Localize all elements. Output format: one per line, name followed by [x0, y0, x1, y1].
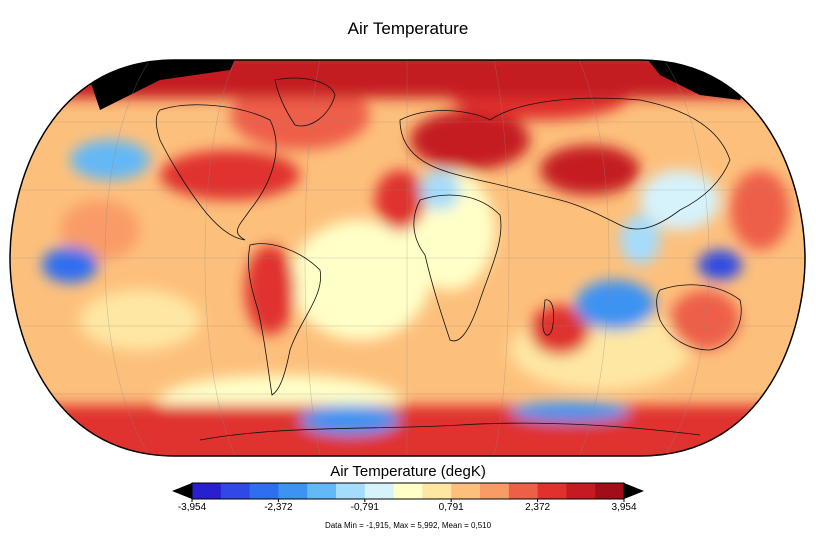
- field-band-antarctic: [10, 405, 805, 456]
- temperature-field: [10, 60, 805, 456]
- colorbar-tick-label: 2,372: [525, 502, 551, 513]
- colorbar-tick-label: -0,791: [350, 502, 379, 513]
- colorbar-bin: [393, 483, 423, 499]
- colorbar-bin: [364, 483, 395, 499]
- coast-madagascar: [542, 299, 554, 336]
- map-title: Air Temperature: [347, 19, 469, 38]
- field-patch-samerica-red: [245, 245, 295, 335]
- field-patch-npacific-red: [730, 170, 790, 250]
- colorbar-bin: [508, 483, 539, 499]
- field-patch-australia-red: [670, 290, 740, 350]
- field-patch-china-light: [640, 170, 720, 230]
- coast-australia: [656, 284, 742, 351]
- field-patch-indian-blue: [575, 280, 655, 330]
- field-patch-madagascar-red: [530, 305, 590, 355]
- colorbar-bins: [192, 483, 625, 499]
- data-stats: Data Min = -1,915, Max = 5,992, Mean = 0…: [324, 521, 492, 530]
- coast-eurasia: [399, 97, 731, 230]
- field-patch-epacific-orange: [60, 200, 140, 260]
- field-patch-india-blue: [620, 215, 660, 265]
- colorbar-bin: [220, 483, 251, 499]
- colorbar-ticks: [191, 499, 625, 502]
- coast-antarctica: [199, 422, 701, 441]
- field-patch-pacific-light: [80, 290, 200, 350]
- colorbar-bin: [566, 483, 596, 499]
- colorbar-tick-label: -2,372: [264, 502, 293, 513]
- field-patch-atlantic-light: [290, 220, 430, 340]
- colorbar-bin: [307, 483, 337, 499]
- coast-south-america: [248, 243, 322, 396]
- field-patch-maritime-blue: [698, 250, 742, 280]
- colorbar-bin: [249, 483, 279, 499]
- colorbar-bin: [192, 483, 222, 499]
- field-patch-libya-blue: [420, 170, 460, 210]
- field-patch-sahara-red: [375, 170, 425, 230]
- field-patch-asia-red: [540, 145, 640, 195]
- coastlines: [155, 77, 742, 441]
- map-frame: [9, 59, 806, 457]
- graticule: [10, 60, 805, 456]
- coast-africa: [413, 194, 502, 342]
- field-patch-pacific-blue: [42, 247, 98, 283]
- field-patch-europe-red: [410, 110, 530, 170]
- colorbar-tick-label: -3,954: [177, 502, 207, 513]
- colorbar-bin: [595, 483, 625, 499]
- colorbar-title: Air Temperature (degK): [330, 463, 486, 480]
- colorbar-bin: [336, 483, 366, 499]
- colorbar-bin: [480, 483, 510, 499]
- coast-greenland: [274, 77, 336, 127]
- coast-north-america: [155, 104, 277, 241]
- colorbar-tick-label: 0,791: [438, 502, 464, 513]
- colorbar-frame: [191, 482, 625, 500]
- field-patch-alaska-blue: [70, 140, 150, 180]
- colorbar-bin: [537, 483, 567, 499]
- colorbar-underflow-arrow: [172, 483, 192, 499]
- colorbar-bin: [278, 483, 308, 499]
- field-patch-ross-blue: [510, 402, 630, 422]
- colorbar-overflow-arrow: [624, 483, 644, 499]
- colorbar-tick-label: 3,954: [611, 502, 637, 513]
- colorbar-bin: [451, 483, 481, 499]
- colorbar-bin: [422, 483, 452, 499]
